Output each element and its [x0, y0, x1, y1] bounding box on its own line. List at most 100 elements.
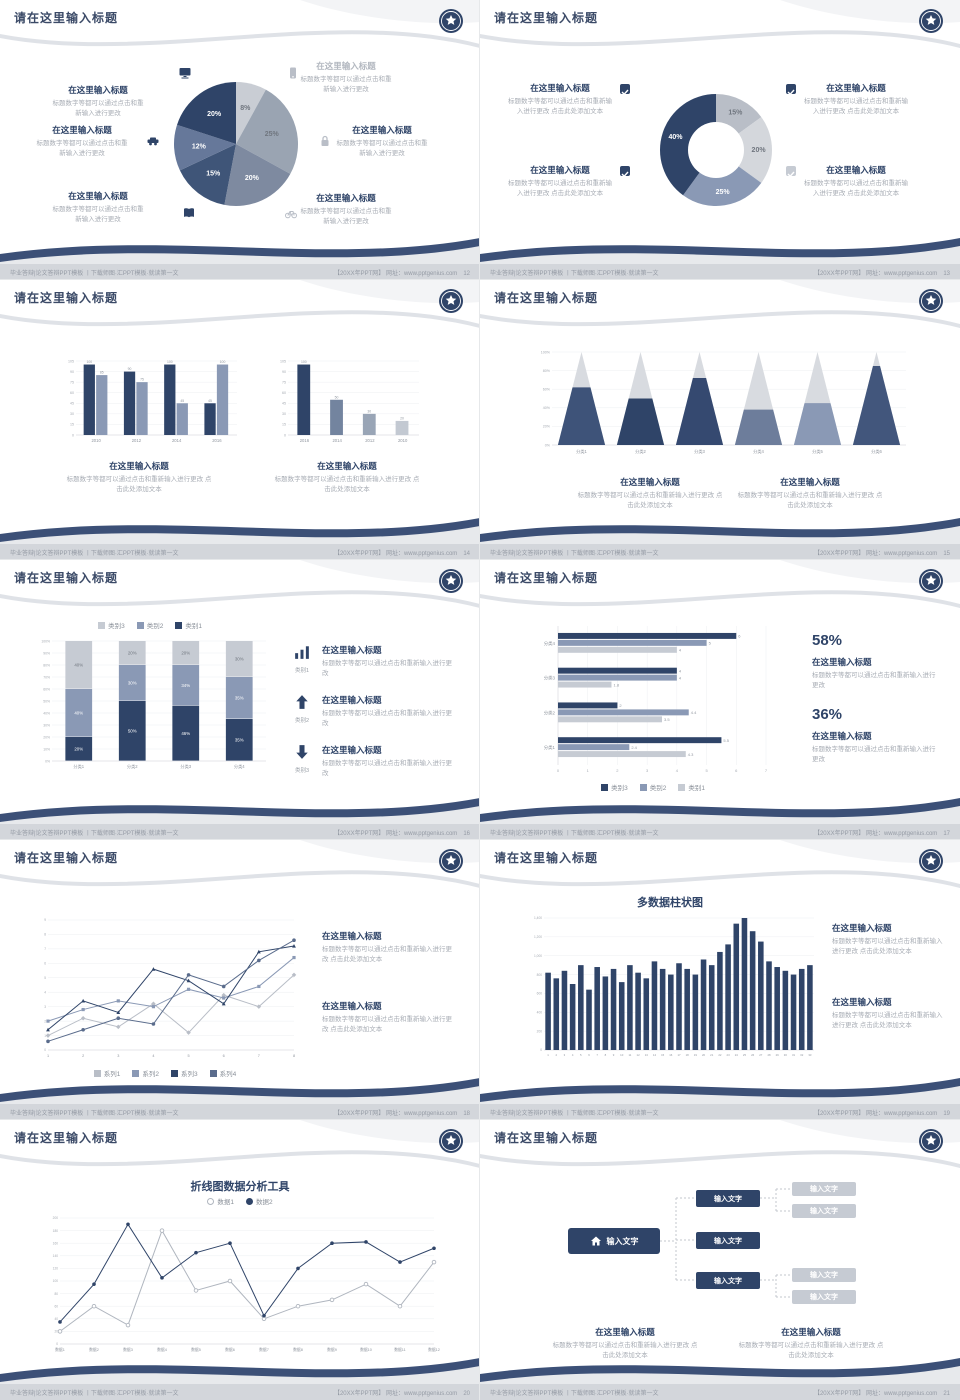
org-node-label: 输入文字 [810, 1294, 838, 1301]
svg-text:160: 160 [53, 1241, 59, 1245]
svg-text:4: 4 [572, 1053, 574, 1057]
svg-text:7: 7 [765, 768, 768, 773]
svg-text:45: 45 [208, 399, 212, 403]
svg-text:20: 20 [702, 1053, 706, 1057]
svg-text:3: 3 [646, 768, 649, 773]
block-heading: 在这里输入标题 [322, 931, 382, 941]
org-main-node: 输入文字 [568, 1228, 660, 1254]
svg-text:7: 7 [596, 1053, 598, 1057]
svg-text:400: 400 [537, 1010, 543, 1014]
org-branch-node: 输入文字 [696, 1190, 760, 1207]
svg-text:15%: 15% [206, 171, 221, 178]
svg-text:25%: 25% [716, 189, 731, 196]
svg-text:1: 1 [44, 1034, 46, 1038]
block-heading: 在这里输入标题 [595, 1327, 655, 1337]
org-node-label: 输入文字 [714, 1195, 742, 1203]
svg-text:4: 4 [152, 1054, 154, 1058]
svg-text:数据3: 数据3 [123, 1347, 133, 1352]
svg-text:23: 23 [727, 1053, 731, 1057]
block-body: 标题数字等都可以通过点击和重新输入进行更改 [300, 208, 392, 226]
svg-text:28: 28 [767, 1053, 771, 1057]
svg-text:1,000: 1,000 [534, 954, 542, 958]
footer-left: 毕业答辩|论文答辩PPT模板 丨下载师图·汇PPT模板·就读第一文 [10, 551, 179, 557]
slide-column-chart[interactable]: 请在这里输入标题 多数据柱状图 0 200 400 600 800 1,000 1,200 1… [479, 839, 960, 1121]
svg-text:数据11: 数据11 [394, 1347, 406, 1352]
school-logo-badge [918, 288, 944, 314]
slide-stacked-bar[interactable]: 请在这里输入标题 类别3 类别2 类别1 0% 10% 20% 30% 40% 50% 60… [0, 559, 481, 841]
svg-text:1: 1 [547, 1053, 549, 1057]
block-heading: 在这里输入标题 [316, 193, 376, 203]
svg-text:100%: 100% [41, 639, 50, 643]
svg-text:数据6: 数据6 [225, 1347, 235, 1352]
svg-text:2012: 2012 [365, 438, 375, 443]
org-leaf-node: 输入文字 [792, 1290, 856, 1304]
org-node-label: 输入文字 [606, 1236, 639, 1246]
block-body: 标题数字等都可以通过点击和重新输入进行更改 [322, 760, 452, 778]
slide-line-analysis[interactable]: 请在这里输入标题 折线图数据分析工具 数据1 数据2 0 20 40 60 80 100 1… [0, 1119, 481, 1400]
slide-footer: 毕业答辩|论文答辩PPT模板 丨下载师图·汇PPT模板·就读第一文 【20XX年P… [0, 1105, 480, 1120]
svg-text:8%: 8% [240, 105, 251, 112]
svg-text:3.5: 3.5 [664, 717, 670, 722]
page-number: 17 [943, 831, 950, 837]
legend-label: 系列3 [181, 1071, 198, 1078]
slide-pie-infographic[interactable]: 请在这里输入标题 8% 25% 20% 15% 12% 20% 在这里输入标题 标题数字等都… [0, 0, 481, 281]
svg-text:45: 45 [180, 399, 184, 403]
svg-text:20: 20 [54, 1330, 58, 1334]
panel-label: 类别1 [294, 668, 310, 674]
svg-text:35%: 35% [235, 738, 244, 743]
block-body: 标题数字等都可以通过点击和重新输入进行更改 [36, 140, 128, 158]
chart-title: 折线图数据分析工具 [190, 1181, 290, 1193]
legend-label: 数据1 [217, 1199, 234, 1206]
slide-footer: 毕业答辩|论文答辩PPT模板 丨下载师图·汇PPT模板·就读第一文 【20XX年P… [480, 1105, 960, 1120]
footer-right: 【20XX年PPT网】 网址：www.pptgenius.com 15 [813, 551, 950, 557]
svg-text:4: 4 [44, 990, 46, 994]
footer-right: 【20XX年PPT网】 网址：www.pptgenius.com 13 [813, 271, 950, 277]
org-connectors [660, 1188, 792, 1298]
chart-legend: 数据1 数据2 [90, 1196, 390, 1206]
svg-text:60%: 60% [543, 388, 551, 392]
svg-text:15%: 15% [728, 109, 743, 116]
slide-footer: 毕业答辩|论文答辩PPT模板 丨下载师图·汇PPT模板·就读第一文 【20XX年P… [480, 545, 960, 560]
slide-org-diagram[interactable]: 请在这里输入标题 输入文字 输入文字 输入文字 输入文字 输入文字 输入文字 输… [479, 1119, 960, 1400]
phone-icon [286, 66, 300, 80]
svg-text:分类3: 分类3 [544, 675, 556, 682]
panel-label: 类别3 [294, 768, 310, 774]
block-heading: 在这里输入标题 [352, 125, 412, 135]
footer-right: 【20XX年PPT网】 网址：www.pptgenius.com 14 [333, 551, 470, 557]
slide-bar-charts[interactable]: 请在这里输入标题 0 15 30 45 60 75 90 105 2010 100 85 2012 90… [0, 279, 481, 561]
svg-text:80: 80 [54, 1292, 58, 1296]
grouped-bar-chart: 0 15 30 45 60 75 90 105 2010 100 85 2012 90 75 2014 100… [60, 352, 240, 446]
slide-horizontal-bars[interactable]: 请在这里输入标题 0 1 2 3 4 5 6 7 分类4 6 5 4 分类3 4 4 1.8 分类2 2 4.4 3.… [479, 559, 960, 841]
block-heading: 在这里输入标题 [530, 83, 590, 93]
svg-text:30%: 30% [128, 681, 137, 686]
svg-text:90: 90 [128, 367, 132, 371]
slide-title: 请在这里输入标题 [14, 1131, 119, 1145]
single-bar-chart: 0 15 30 45 60 75 90 105 2016 100 2014 50 2012 30 2010 2… [272, 352, 422, 446]
block-body: 标题数字等都可以通过点击和重新输入进行更改 [322, 660, 452, 678]
org-node-label: 输入文字 [714, 1277, 742, 1285]
svg-text:2010: 2010 [398, 438, 408, 443]
footer-right: 【20XX年PPT网】 网址：www.pptgenius.com 21 [813, 1391, 950, 1397]
legend-label: 系列4 [219, 1071, 237, 1078]
org-node-label: 输入文字 [810, 1208, 838, 1215]
block-body: 标题数字等都可以通过点击和重新输入进行更改 [322, 710, 452, 728]
slide-pyramid-chart[interactable]: 请在这里输入标题 0% 20% 40% 60% 80% 100% 分类1 分类2 分类3 分类4 分… [479, 279, 960, 561]
svg-text:30%: 30% [43, 723, 50, 727]
block-body: 标题数字等都可以通过点击和重新输入进行更改 点击此处添加文本 [832, 938, 943, 956]
svg-text:7: 7 [44, 947, 46, 951]
block-body: 标题数字等都可以通过点击和重新输入进行更改 点击此处添加文本 [804, 98, 908, 116]
chart-title: 多数据柱状图 [637, 897, 703, 909]
slide-donut-checklist[interactable]: 请在这里输入标题 15% 20% 25% 40% 在这里输入标题 标题数字等都可以通过点… [479, 0, 960, 281]
svg-text:20%: 20% [181, 651, 190, 656]
svg-text:分类4: 分类4 [753, 448, 764, 455]
svg-text:4: 4 [679, 675, 682, 680]
bar-chart-icon: 类别1 [294, 644, 310, 674]
svg-text:1.8: 1.8 [613, 682, 619, 687]
footer-left: 毕业答辩|论文答辩PPT模板 丨下载师图·汇PPT模板·就读第一文 [490, 1391, 659, 1397]
school-logo-badge [438, 1128, 464, 1154]
svg-text:9: 9 [44, 918, 46, 922]
block-body: 标题数字等都可以通过点击和重新输入进行更改 [812, 746, 936, 764]
block-heading: 在这里输入标题 [812, 731, 872, 741]
svg-text:40%: 40% [74, 663, 83, 668]
